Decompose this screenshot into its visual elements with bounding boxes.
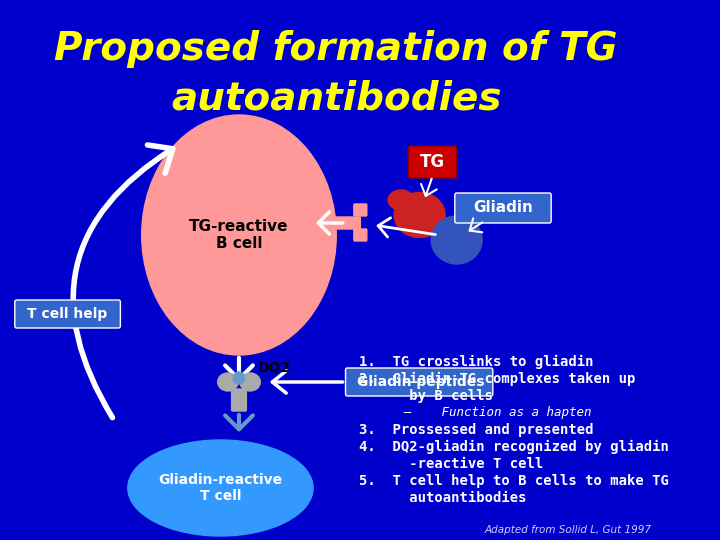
FancyBboxPatch shape xyxy=(354,204,366,216)
Text: 1.  TG crosslinks to gliadin: 1. TG crosslinks to gliadin xyxy=(359,355,594,369)
FancyArrowPatch shape xyxy=(469,218,482,232)
FancyBboxPatch shape xyxy=(330,217,360,229)
FancyArrowPatch shape xyxy=(225,415,253,429)
FancyBboxPatch shape xyxy=(15,300,120,328)
Ellipse shape xyxy=(388,190,414,210)
Text: autoantibodies: autoantibodies xyxy=(171,80,502,118)
Text: 4.  DQ2-gliadin recognized by gliadin: 4. DQ2-gliadin recognized by gliadin xyxy=(359,440,670,454)
Text: Gliadin: Gliadin xyxy=(473,200,533,215)
Text: by B cells: by B cells xyxy=(359,389,493,403)
FancyArrowPatch shape xyxy=(73,145,173,417)
Ellipse shape xyxy=(128,440,313,536)
Text: autoantibodies: autoantibodies xyxy=(359,491,527,505)
Ellipse shape xyxy=(431,216,482,264)
FancyBboxPatch shape xyxy=(455,193,552,223)
Text: -reactive T cell: -reactive T cell xyxy=(359,457,544,471)
Text: Gliadin-reactive
T cell: Gliadin-reactive T cell xyxy=(158,473,282,503)
Text: TG-reactive
B cell: TG-reactive B cell xyxy=(189,219,289,251)
Text: Adapted from Sollid L, Gut 1997: Adapted from Sollid L, Gut 1997 xyxy=(485,525,651,535)
FancyArrowPatch shape xyxy=(272,371,343,393)
Text: 2.  Gliadin-TG complexes taken up: 2. Gliadin-TG complexes taken up xyxy=(359,372,636,386)
FancyArrowPatch shape xyxy=(318,212,343,234)
Text: –    Function as a hapten: – Function as a hapten xyxy=(359,406,592,419)
FancyArrowPatch shape xyxy=(225,358,253,379)
FancyBboxPatch shape xyxy=(232,389,246,411)
FancyBboxPatch shape xyxy=(354,229,366,241)
Ellipse shape xyxy=(217,373,238,391)
Text: Gliadin peptides: Gliadin peptides xyxy=(357,375,485,389)
FancyBboxPatch shape xyxy=(346,368,492,396)
Ellipse shape xyxy=(240,373,261,391)
FancyArrowPatch shape xyxy=(378,218,436,237)
Text: Proposed formation of TG: Proposed formation of TG xyxy=(55,30,618,68)
Text: 3.  Prossessed and presented: 3. Prossessed and presented xyxy=(359,423,594,437)
FancyBboxPatch shape xyxy=(408,146,456,178)
FancyArrowPatch shape xyxy=(421,179,437,196)
Circle shape xyxy=(233,372,245,384)
Text: 5.  T cell help to B cells to make TG: 5. T cell help to B cells to make TG xyxy=(359,474,670,488)
Text: T cell help: T cell help xyxy=(27,307,108,321)
Ellipse shape xyxy=(142,115,336,355)
Text: TG: TG xyxy=(420,153,445,171)
Ellipse shape xyxy=(394,192,445,238)
Text: DQ2: DQ2 xyxy=(258,361,291,375)
